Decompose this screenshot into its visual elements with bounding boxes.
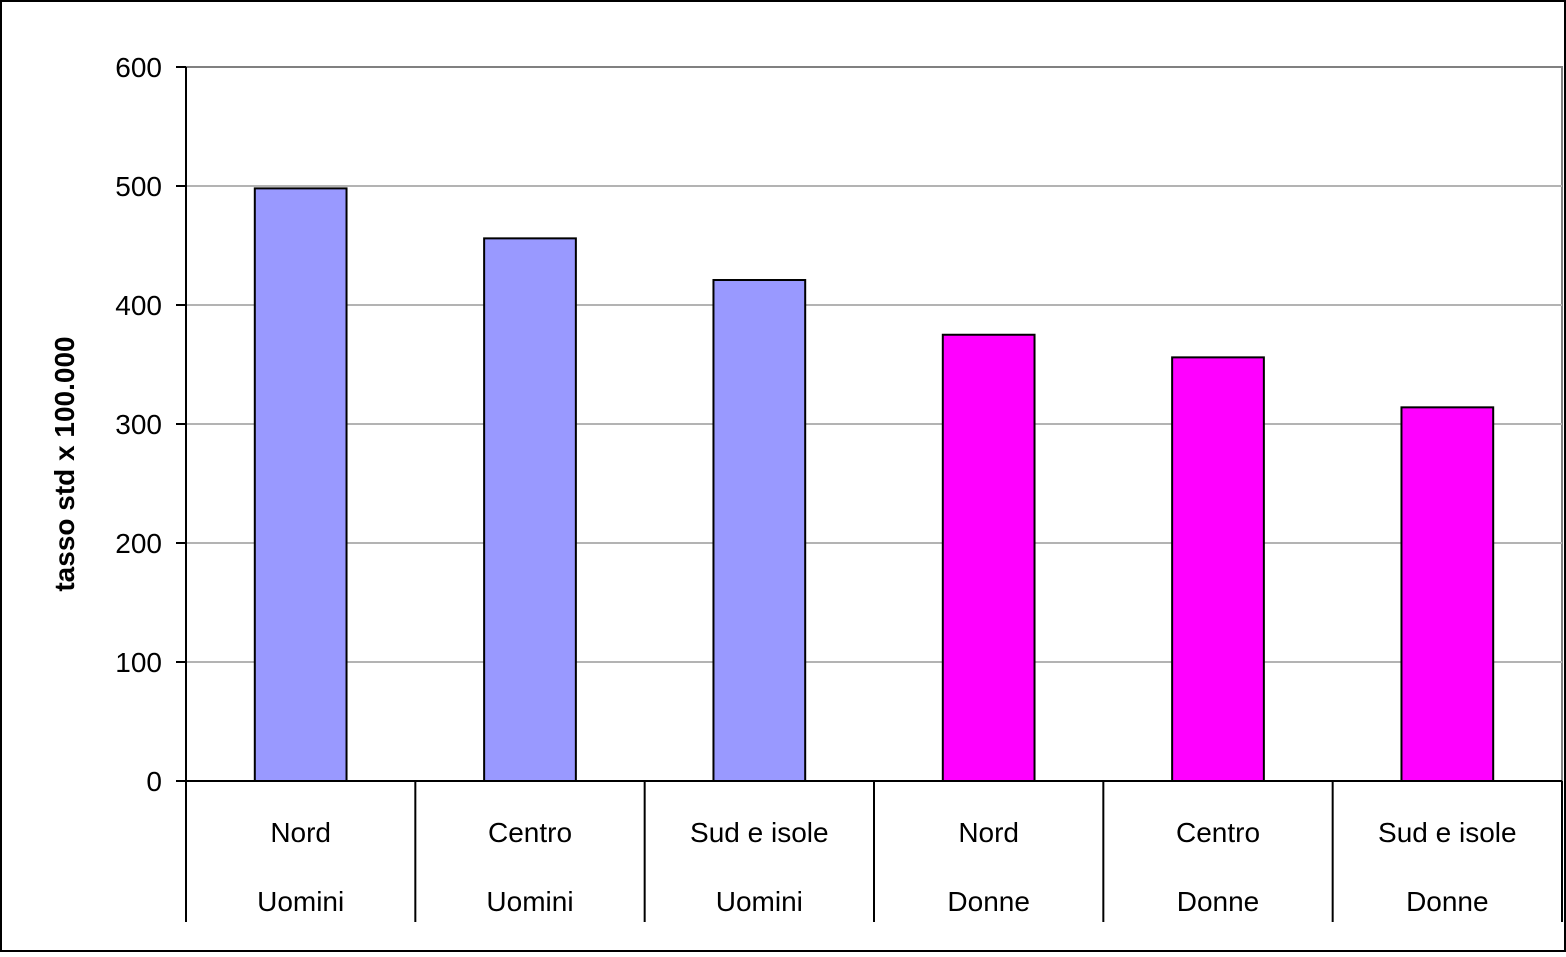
y-tick-label: 300	[115, 409, 162, 440]
y-axis-title: tasso std x 100.000	[49, 336, 80, 591]
category-region-label: Centro	[488, 817, 572, 848]
bar-2	[483, 237, 577, 783]
labels: 0 100 200 300 400 500 600 Nord Uomini Centro Uomin…	[115, 52, 1516, 917]
bar-6	[1400, 406, 1495, 782]
category-group-label: Donne	[947, 886, 1030, 917]
y-tick-label: 200	[115, 528, 162, 559]
y-tick-label: 500	[115, 171, 162, 202]
grid-lines	[186, 185, 1562, 663]
category-group-label: Uomini	[257, 886, 344, 917]
bar-1	[253, 187, 348, 782]
bar-4	[941, 333, 1036, 782]
category-region-label: Sud e isole	[690, 817, 829, 848]
category-group-label: Uomini	[716, 886, 803, 917]
bar-3	[712, 279, 807, 782]
bars	[253, 187, 1495, 783]
y-tick-label: 400	[115, 290, 162, 321]
axes	[176, 66, 1563, 922]
category-group-label: Donne	[1177, 886, 1260, 917]
y-tick-label: 600	[115, 52, 162, 83]
category-group-label: Uomini	[486, 886, 573, 917]
y-tick-label: 0	[146, 766, 162, 797]
bar-5	[1171, 356, 1265, 782]
category-region-label: Sud e isole	[1378, 817, 1517, 848]
category-region-label: Nord	[270, 817, 331, 848]
category-region-label: Nord	[958, 817, 1019, 848]
category-region-label: Centro	[1176, 817, 1260, 848]
y-tick-label: 100	[115, 647, 162, 678]
category-group-label: Donne	[1406, 886, 1489, 917]
